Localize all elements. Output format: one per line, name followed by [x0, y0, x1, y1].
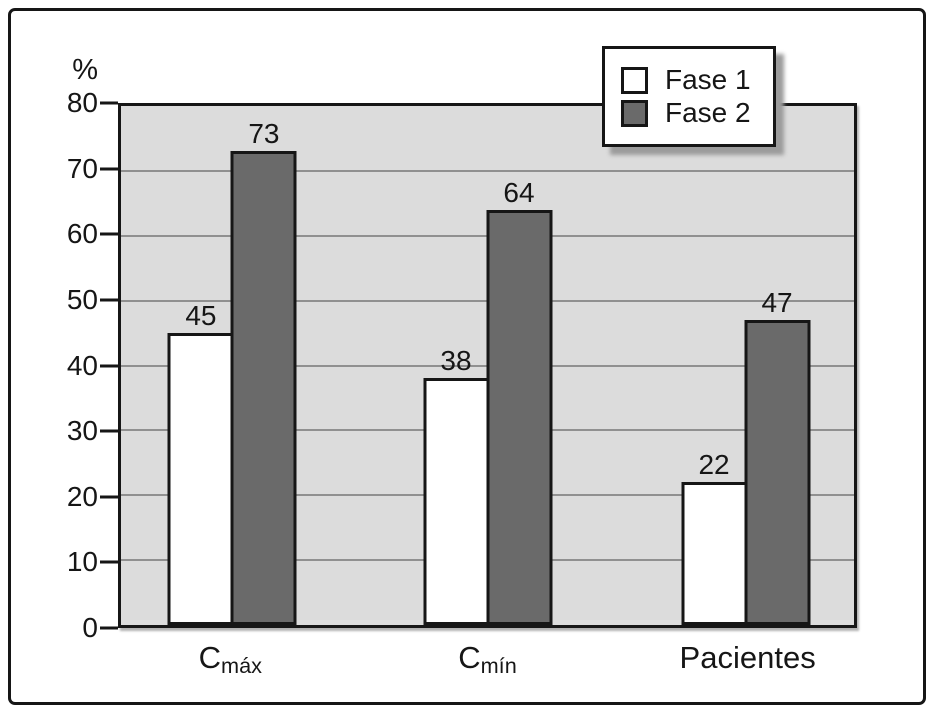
x-axis-label: Cmín — [458, 640, 517, 677]
y-axis-tick-marks — [100, 101, 118, 630]
bar-value-label: 64 — [503, 176, 535, 208]
legend-swatch — [621, 99, 648, 127]
y-tick-mark — [100, 560, 118, 564]
x-axis-label-base: C — [458, 640, 481, 675]
bar — [681, 482, 748, 625]
y-tick-label: 0 — [82, 612, 98, 643]
x-axis-label-subscript: máx — [221, 653, 262, 679]
bar-slot: 73 — [230, 106, 297, 625]
y-tick-mark — [100, 101, 118, 105]
y-tick-mark — [100, 364, 118, 367]
x-axis-label: Pacientes — [680, 642, 816, 673]
y-tick-mark — [100, 167, 118, 171]
y-tick-label: 40 — [66, 349, 98, 381]
y-tick-mark — [100, 495, 118, 499]
bar — [744, 320, 811, 625]
bar — [230, 151, 297, 625]
legend-item: Fase 2 — [621, 99, 751, 127]
y-axis-tick-labels: 0 10 20 30 40 50 60 70 80 — [20, 89, 98, 642]
plot-area: 45 73 38 64 22 47 — [118, 103, 857, 628]
x-axis-label-base: Pacientes — [679, 640, 816, 675]
y-tick-label: 50 — [66, 283, 98, 315]
bar-groups: 45 73 38 64 22 47 — [121, 106, 854, 625]
y-tick-label: 60 — [66, 218, 98, 250]
y-tick-label: 30 — [66, 415, 98, 447]
x-axis-label-base: C — [198, 640, 222, 675]
bar-group: 45 73 — [167, 106, 297, 625]
bar-group: 22 47 — [681, 106, 811, 625]
y-tick-label: 10 — [66, 546, 98, 578]
bar-slot: 64 — [486, 106, 552, 625]
y-tick-mark — [100, 232, 118, 236]
bar-slot: 38 — [423, 106, 489, 625]
bar — [423, 378, 489, 625]
legend-item: Fase 1 — [621, 66, 751, 94]
y-tick-label: 80 — [66, 87, 98, 118]
bar-value-label: 47 — [761, 287, 793, 319]
bar-value-label: 45 — [185, 300, 217, 332]
bar-value-label: 73 — [248, 118, 280, 150]
x-axis-label: Cmáx — [198, 640, 262, 677]
bar — [167, 333, 234, 625]
legend-label: Fase 1 — [665, 64, 751, 95]
y-tick-mark — [100, 298, 118, 302]
y-axis-unit-label: % — [72, 54, 98, 86]
x-axis-labels: Cmáx Cmín Pacientes — [118, 642, 857, 692]
x-axis-label-subscript: mín — [480, 653, 517, 679]
y-tick-mark — [100, 626, 118, 630]
bar-slot: 45 — [167, 106, 234, 625]
bar-group: 38 64 — [423, 106, 552, 625]
gridline — [121, 169, 854, 172]
bar-slot: 47 — [744, 106, 811, 625]
y-tick-mark — [100, 429, 118, 433]
legend-swatch — [621, 66, 648, 94]
y-tick-label: 20 — [66, 480, 98, 512]
bar — [486, 209, 552, 625]
bar-value-label: 38 — [440, 345, 472, 377]
legend-label: Fase 2 — [665, 97, 751, 128]
legend: Fase 1 Fase 2 — [602, 46, 776, 147]
y-tick-label: 70 — [66, 152, 98, 184]
bar-value-label: 22 — [698, 449, 730, 481]
bar-slot: 22 — [681, 106, 748, 625]
